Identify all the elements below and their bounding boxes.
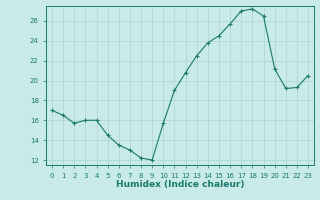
X-axis label: Humidex (Indice chaleur): Humidex (Indice chaleur) bbox=[116, 180, 244, 189]
